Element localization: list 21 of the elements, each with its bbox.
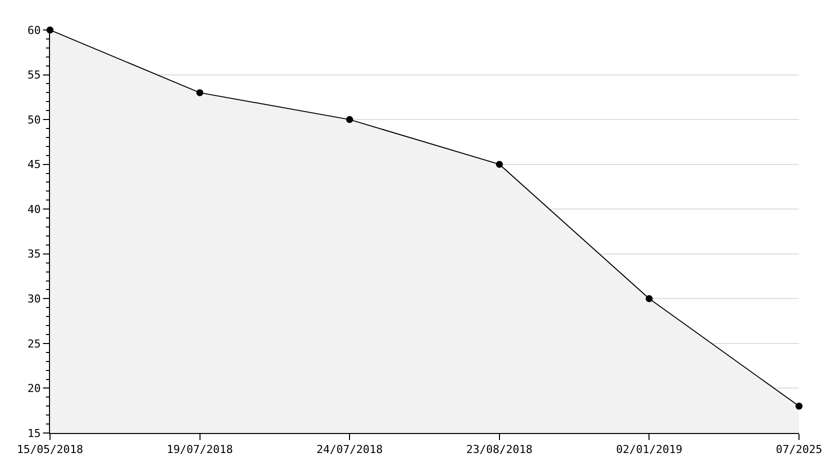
x-tick-label: 19/07/2018 [166, 443, 233, 456]
y-tick-label: 55 [28, 68, 41, 82]
point [496, 160, 503, 168]
y-tick-label: 60 [28, 24, 41, 37]
y-tick-label: 15 [28, 426, 41, 440]
point [796, 402, 802, 410]
x-tick-label: 23/08/2018 [466, 443, 533, 456]
y-tick-label: 45 [28, 158, 41, 172]
y-tick-label: 40 [28, 202, 41, 216]
y-tick-label: 20 [28, 382, 41, 396]
y-tick-label: 30 [28, 292, 41, 306]
x-tick-label: 24/07/2018 [316, 443, 383, 456]
point [346, 116, 354, 124]
y-tick-label: 50 [28, 113, 41, 126]
x-tick-label: 02/01/2019 [616, 443, 682, 456]
x-tick-label: 15/05/2018 [16, 443, 84, 456]
y-tick-label: 25 [28, 337, 41, 350]
point [646, 295, 653, 302]
x-tick-label: 07/2025 [776, 443, 822, 456]
point [196, 89, 204, 96]
y-tick-label: 35 [28, 248, 41, 261]
